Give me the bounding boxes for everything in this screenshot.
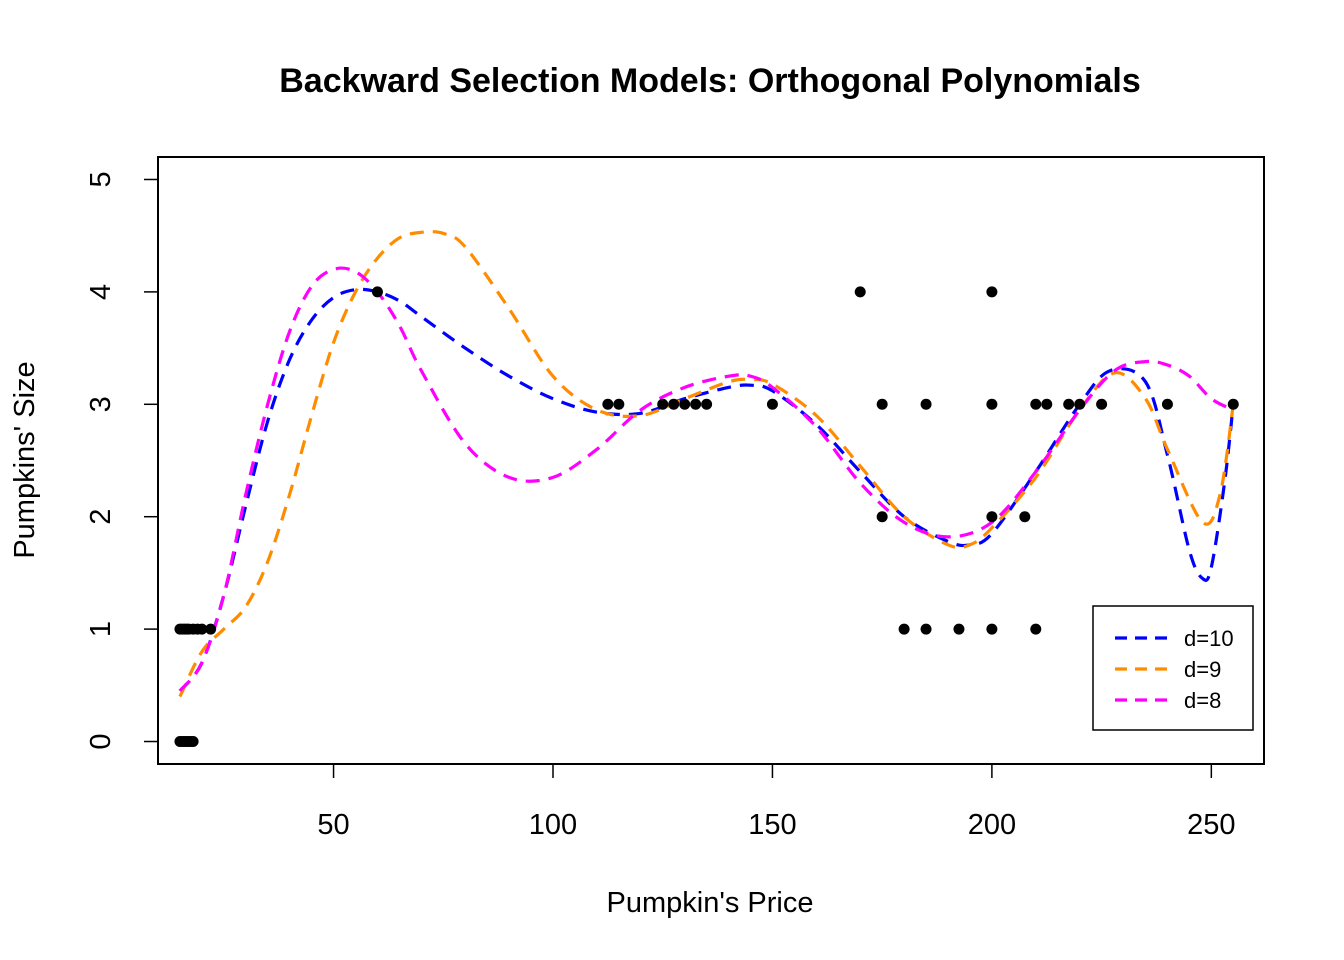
x-tick-label: 200 (968, 809, 1016, 841)
y-tick-label: 2 (85, 509, 117, 525)
data-point (1096, 398, 1108, 410)
series-layer (178, 230, 1235, 698)
data-point (701, 398, 713, 410)
data-point (986, 511, 998, 523)
data-point (898, 623, 910, 635)
x-tick-label: 50 (317, 809, 349, 841)
data-point (920, 623, 932, 635)
data-point (766, 398, 778, 410)
chart-title: Backward Selection Models: Orthogonal Po… (279, 62, 1141, 100)
series-line-d=9 (178, 230, 1235, 698)
data-point (657, 398, 669, 410)
data-point (679, 398, 691, 410)
x-axis-label: Pumpkin's Price (607, 887, 814, 919)
y-tick-label: 0 (85, 733, 117, 749)
data-point (1030, 623, 1042, 635)
data-point (1019, 511, 1031, 523)
data-point (1161, 398, 1173, 410)
data-point (205, 623, 217, 635)
data-point (1227, 398, 1239, 410)
data-point (613, 398, 625, 410)
x-tick-label: 100 (529, 809, 577, 841)
data-point (986, 286, 998, 298)
legend: d=10 d=9 d=8 (1092, 605, 1254, 731)
data-point (602, 398, 614, 410)
data-point (876, 398, 888, 410)
data-point (1030, 398, 1042, 410)
points-layer (174, 286, 1239, 748)
data-point (876, 511, 888, 523)
data-point (187, 736, 199, 748)
data-point (690, 398, 702, 410)
y-axis-label: Pumpkins' Size (9, 361, 41, 558)
legend-label-d=10: d=10 (1184, 626, 1234, 651)
x-tick-label: 250 (1187, 809, 1235, 841)
y-tick-label: 4 (85, 284, 117, 300)
series-line-d=8 (178, 266, 1235, 692)
data-point (986, 623, 998, 635)
data-point (1041, 398, 1053, 410)
data-point (1074, 398, 1086, 410)
data-point (854, 286, 866, 298)
x-tick-label: 150 (748, 809, 796, 841)
data-point (668, 398, 680, 410)
data-point (953, 623, 965, 635)
data-point (986, 398, 998, 410)
data-point (920, 398, 932, 410)
legend-label-d=8: d=8 (1184, 688, 1221, 713)
data-point (371, 286, 383, 298)
y-tick-label: 3 (85, 396, 117, 412)
x-axis: 50 100 150 200 250 (317, 763, 1236, 841)
y-tick-label: 1 (85, 621, 117, 637)
y-tick-label: 5 (85, 171, 117, 187)
series-line-d=10 (178, 287, 1235, 692)
y-axis: 0 1 2 3 4 5 (85, 171, 159, 750)
legend-label-d=9: d=9 (1184, 657, 1221, 682)
data-point (196, 623, 208, 635)
data-point (1063, 398, 1075, 410)
